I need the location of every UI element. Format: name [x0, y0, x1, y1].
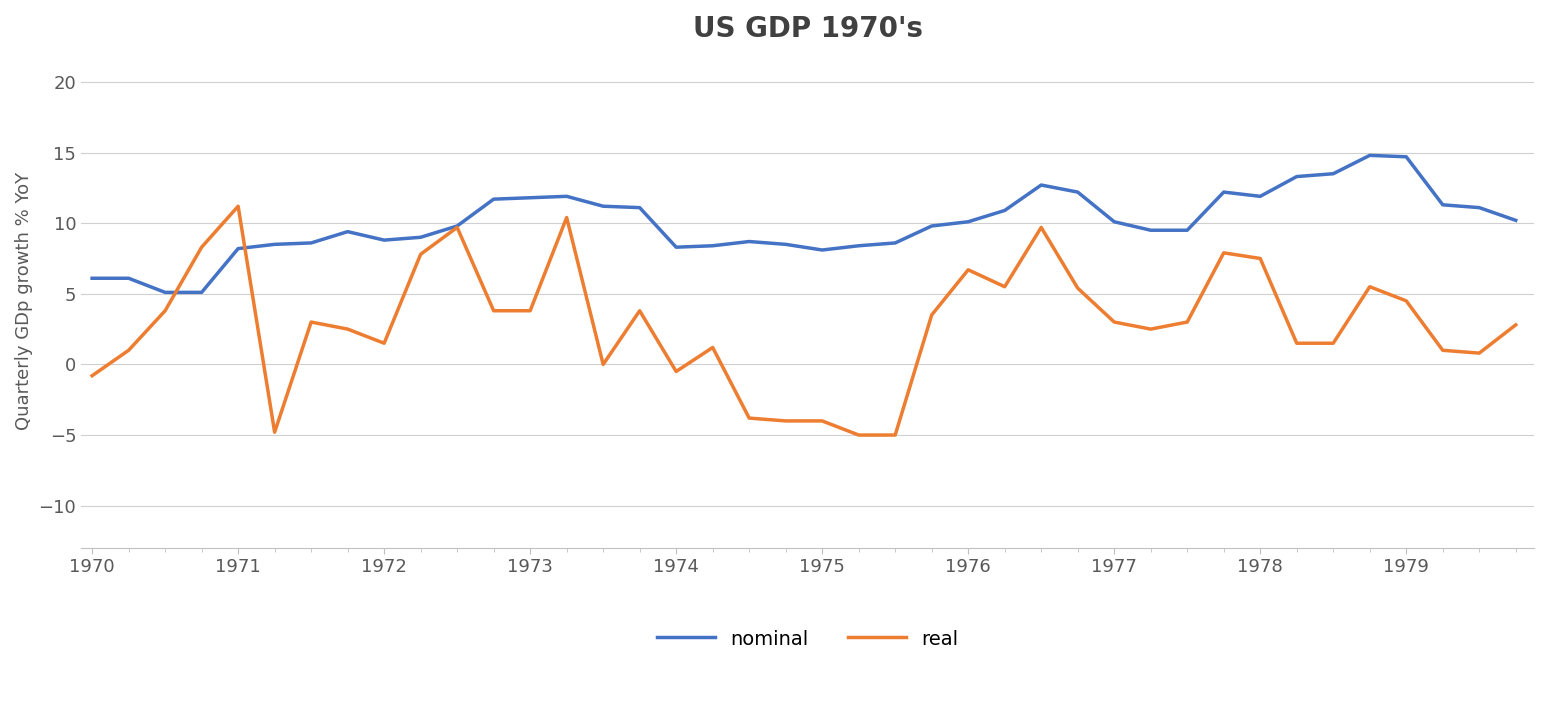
real — [485, 307, 503, 315]
nominal — [1507, 216, 1526, 225]
nominal — [740, 237, 759, 246]
nominal — [448, 222, 466, 230]
Line: nominal: nominal — [91, 155, 1516, 292]
Legend: nominal, real: nominal, real — [649, 622, 967, 657]
real — [1433, 346, 1451, 355]
nominal — [412, 233, 431, 242]
nominal — [338, 227, 356, 236]
nominal — [703, 242, 722, 250]
real — [558, 213, 576, 222]
nominal — [192, 288, 211, 297]
real — [265, 428, 283, 436]
real — [813, 417, 832, 425]
real — [1360, 282, 1379, 291]
real — [630, 307, 649, 315]
nominal — [959, 217, 977, 226]
nominal — [593, 202, 612, 210]
nominal — [1252, 192, 1270, 201]
real — [1069, 284, 1087, 292]
nominal — [849, 242, 867, 250]
nominal — [1142, 226, 1160, 235]
real — [886, 430, 905, 439]
real — [959, 265, 977, 274]
real — [1252, 255, 1270, 263]
nominal — [1177, 226, 1196, 235]
nominal — [485, 195, 503, 204]
real — [302, 317, 321, 326]
nominal — [1470, 203, 1489, 212]
nominal — [82, 274, 101, 282]
nominal — [1324, 169, 1343, 178]
nominal — [1287, 172, 1306, 181]
nominal — [922, 222, 940, 230]
real — [1397, 297, 1416, 305]
real — [82, 371, 101, 380]
nominal — [302, 239, 321, 247]
real — [520, 307, 539, 315]
real — [1104, 317, 1123, 326]
real — [156, 307, 175, 315]
real — [1177, 317, 1196, 326]
real — [922, 311, 940, 320]
nominal — [813, 246, 832, 255]
nominal — [776, 240, 795, 249]
real — [668, 368, 686, 376]
real — [776, 417, 795, 425]
real — [1324, 339, 1343, 347]
real — [1032, 223, 1050, 232]
Y-axis label: Quarterly GDp growth % YoY: Quarterly GDp growth % YoY — [15, 172, 33, 430]
Title: US GDP 1970's: US GDP 1970's — [692, 15, 923, 43]
nominal — [1032, 181, 1050, 189]
nominal — [375, 236, 393, 245]
real — [1287, 339, 1306, 347]
real — [740, 414, 759, 423]
nominal — [119, 274, 138, 282]
real — [229, 202, 248, 210]
real — [1142, 325, 1160, 333]
nominal — [1214, 188, 1233, 197]
nominal — [1397, 152, 1416, 161]
nominal — [229, 245, 248, 253]
real — [849, 430, 867, 439]
nominal — [1433, 200, 1451, 209]
nominal — [886, 239, 905, 247]
real — [338, 325, 356, 333]
real — [1214, 249, 1233, 257]
nominal — [520, 194, 539, 202]
real — [192, 243, 211, 252]
nominal — [1104, 217, 1123, 226]
real — [1470, 349, 1489, 358]
nominal — [668, 243, 686, 252]
real — [375, 339, 393, 347]
real — [1507, 320, 1526, 329]
nominal — [996, 206, 1015, 214]
real — [412, 250, 431, 259]
real — [703, 343, 722, 352]
real — [448, 223, 466, 232]
nominal — [630, 203, 649, 212]
nominal — [558, 192, 576, 201]
real — [119, 346, 138, 355]
nominal — [156, 288, 175, 297]
nominal — [1360, 151, 1379, 159]
real — [593, 360, 612, 369]
nominal — [265, 240, 283, 249]
Line: real: real — [91, 206, 1516, 435]
real — [996, 282, 1015, 291]
nominal — [1069, 188, 1087, 197]
